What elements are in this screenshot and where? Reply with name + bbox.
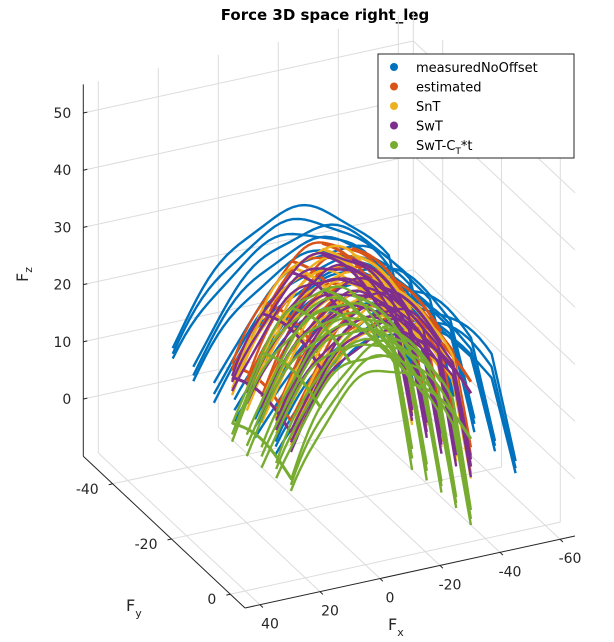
z-tick-label: 30 <box>53 220 71 236</box>
y-tick-labels: -40 -20 0 <box>76 482 216 608</box>
series-line <box>245 311 428 472</box>
series-crossline <box>411 336 473 395</box>
y-tick-mark <box>108 483 113 486</box>
series-crossline <box>291 306 353 365</box>
grid-line <box>412 154 576 308</box>
series-crossline <box>381 285 443 344</box>
grid-line <box>171 466 502 540</box>
series-crossline <box>351 246 413 305</box>
series-line <box>230 309 414 471</box>
y-tick-mark <box>226 593 231 596</box>
series-line <box>230 267 414 417</box>
grid-line <box>277 413 441 566</box>
x-tick-mark <box>499 551 504 556</box>
legend-label: SwT-CT*t <box>416 139 473 157</box>
series-crossline <box>261 312 323 370</box>
grid-line <box>112 411 443 485</box>
series-crossline <box>381 274 443 333</box>
series-crossline <box>351 258 413 316</box>
grid-line <box>412 212 576 365</box>
z-tick-mark <box>83 226 88 228</box>
x-axis-line <box>244 535 576 609</box>
legend-label: SwT <box>416 120 443 135</box>
series-line <box>192 223 435 378</box>
x-tick-label: 20 <box>321 604 339 620</box>
legend-label: estimated <box>416 81 481 96</box>
y-axis-label: Fy <box>126 596 142 620</box>
grid-line <box>337 400 501 553</box>
z-tick-label: 0 <box>62 392 71 408</box>
legend: measuredNoOffset estimated SnT SwT SwT-CT*t <box>377 53 575 159</box>
x-tick-label: 0 <box>386 591 395 607</box>
z-axis-label: Fz <box>13 267 35 282</box>
series-line <box>275 291 458 446</box>
y-tick-label: 0 <box>207 592 216 608</box>
grid-line <box>412 269 576 422</box>
z-tick-label: 40 <box>53 163 71 179</box>
legend-marker <box>390 141 398 149</box>
z-tick-labels: 0 10 20 30 40 50 <box>53 106 71 408</box>
series-line <box>171 232 414 381</box>
legend-marker <box>390 102 398 110</box>
x-tick-label: -40 <box>499 564 522 580</box>
series-line <box>275 343 458 504</box>
series-line <box>230 296 414 459</box>
series-3 <box>230 251 473 478</box>
legend-marker <box>390 82 398 91</box>
series-line <box>260 317 443 482</box>
series-line <box>171 217 414 373</box>
series-line <box>245 302 428 465</box>
y-tick-label: -20 <box>135 537 158 553</box>
grid-line <box>83 97 414 171</box>
z-tick-label: 20 <box>53 278 71 294</box>
y-tick-mark <box>167 538 172 541</box>
series-crossline <box>411 382 473 440</box>
grid-line <box>83 154 414 228</box>
series-line <box>260 328 443 487</box>
x-tick-mark <box>439 565 444 569</box>
series-crossline <box>321 253 383 311</box>
series-crossline <box>381 325 443 383</box>
y-tick-label: -40 <box>76 482 99 498</box>
x-tick-label: -60 <box>559 551 582 567</box>
z-tick-label: 10 <box>53 335 71 351</box>
grid-line <box>83 40 414 114</box>
x-tick-mark <box>319 591 324 595</box>
legend-marker <box>390 63 398 71</box>
legend-marker <box>390 121 398 130</box>
y-axis-line <box>82 455 246 609</box>
series-crossline <box>321 287 383 346</box>
x-axis-label: Fx <box>388 615 404 639</box>
z-tick-mark <box>83 283 88 286</box>
x-tick-labels: 40 20 0 -20 -40 -60 <box>261 551 581 633</box>
axis-lines <box>82 84 576 609</box>
legend-label: SnT <box>416 100 440 115</box>
series-crossline <box>231 375 293 434</box>
z-tick-mark <box>83 397 88 400</box>
x-tick-label: 40 <box>261 617 279 633</box>
x-tick-label: -20 <box>439 577 462 593</box>
series-crossline <box>261 351 323 410</box>
series-crossline <box>291 271 353 329</box>
x-tick-mark <box>379 578 384 582</box>
z-tick-label: 50 <box>53 106 71 122</box>
series-crossline <box>231 421 293 480</box>
z-tick-mark <box>83 168 88 171</box>
grid-line <box>157 439 321 592</box>
z-tick-mark <box>83 111 88 114</box>
plot-data <box>171 203 517 526</box>
chart-title: Force 3D space right_leg <box>221 6 430 24</box>
z-tick-mark <box>83 340 88 343</box>
grid-line <box>97 452 261 606</box>
grid-line <box>230 521 561 595</box>
legend-box <box>377 53 575 159</box>
grid-line <box>217 426 381 579</box>
x-tick-mark <box>559 538 564 543</box>
legend-label: measuredNoOffset <box>416 61 538 76</box>
series-4 <box>230 285 473 526</box>
x-tick-mark <box>259 604 264 608</box>
series-line <box>171 203 414 362</box>
